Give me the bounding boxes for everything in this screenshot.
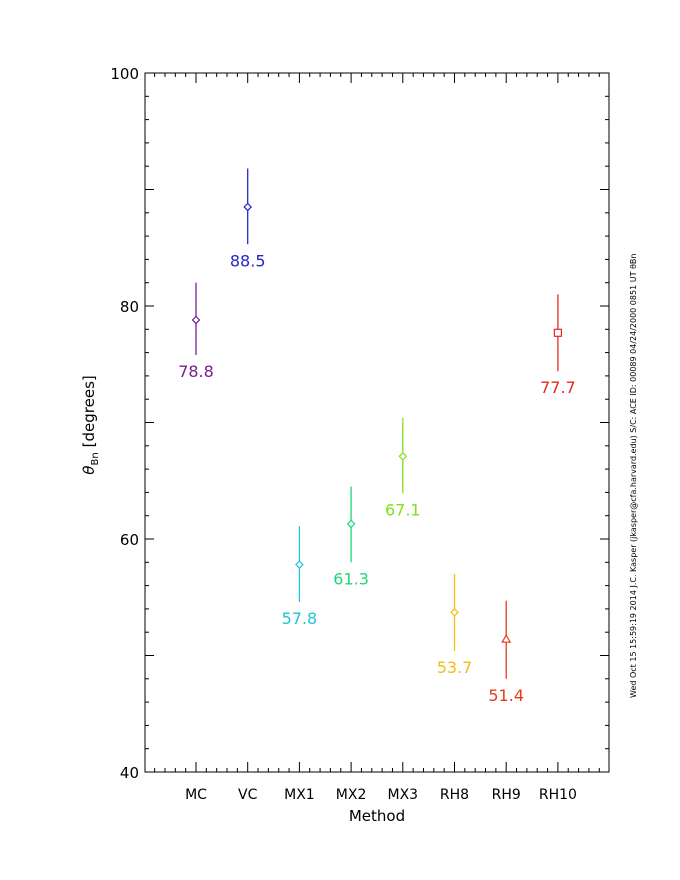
data-point-diamond <box>191 315 201 325</box>
data-point-diamond <box>243 202 253 212</box>
plot-frame <box>144 72 610 773</box>
y-tick-label: 80 <box>120 298 139 316</box>
data-value-label: 88.5 <box>230 251 266 270</box>
x-axis-label: Method <box>349 807 405 825</box>
data-value-label: 78.8 <box>178 362 214 381</box>
x-tick-label: MC <box>185 787 207 803</box>
x-tick-label: MX2 <box>336 787 367 803</box>
y-tick-label: 100 <box>110 65 139 83</box>
x-tick-label: RH9 <box>492 787 521 803</box>
x-tick-label: MX3 <box>388 787 419 803</box>
y-axis-symbol: θ <box>80 466 98 475</box>
data-value-label: 51.4 <box>488 686 524 705</box>
data-point-diamond <box>398 451 408 461</box>
data-point-diamond <box>450 608 459 617</box>
svg-text:θBn[degrees]: θBn [degrees] <box>80 375 101 474</box>
footer-stamp: Wed Oct 15 15:59:19 2014 J.C. Kasper (jk… <box>629 254 638 698</box>
data-marks: 78.8 88.5 57.8 61.3 67.1 53.7 51.4 77.7 <box>178 168 576 705</box>
x-tick-label: RH8 <box>440 787 469 803</box>
data-value-label: 61.3 <box>333 569 369 588</box>
data-point-square <box>553 328 563 337</box>
y-axis-units: [degrees] <box>80 375 98 447</box>
data-value-label: 77.7 <box>540 378 576 397</box>
data-point-triangle <box>501 633 512 643</box>
y-axis-label: θBn [degrees] <box>80 375 101 474</box>
x-tick-label: MX1 <box>284 787 315 803</box>
x-tick-label: VC <box>238 787 258 803</box>
data-value-label: 67.1 <box>385 501 421 520</box>
y-tick-label: 40 <box>120 764 139 782</box>
y-axis-subscript: Bn <box>90 452 101 465</box>
data-value-label: 53.7 <box>437 658 473 677</box>
data-value-label: 57.8 <box>282 609 318 628</box>
y-tick-labels: 40 60 80 100 <box>110 65 139 782</box>
y-tick-label: 60 <box>120 531 139 549</box>
data-point-diamond <box>295 560 304 569</box>
x-tick-labels: MC VC MX1 MX2 MX3 RH8 RH9 RH10 <box>185 787 577 803</box>
x-tick-label: RH10 <box>539 787 577 803</box>
axis-ticks <box>145 72 609 773</box>
data-point-diamond <box>346 519 356 529</box>
